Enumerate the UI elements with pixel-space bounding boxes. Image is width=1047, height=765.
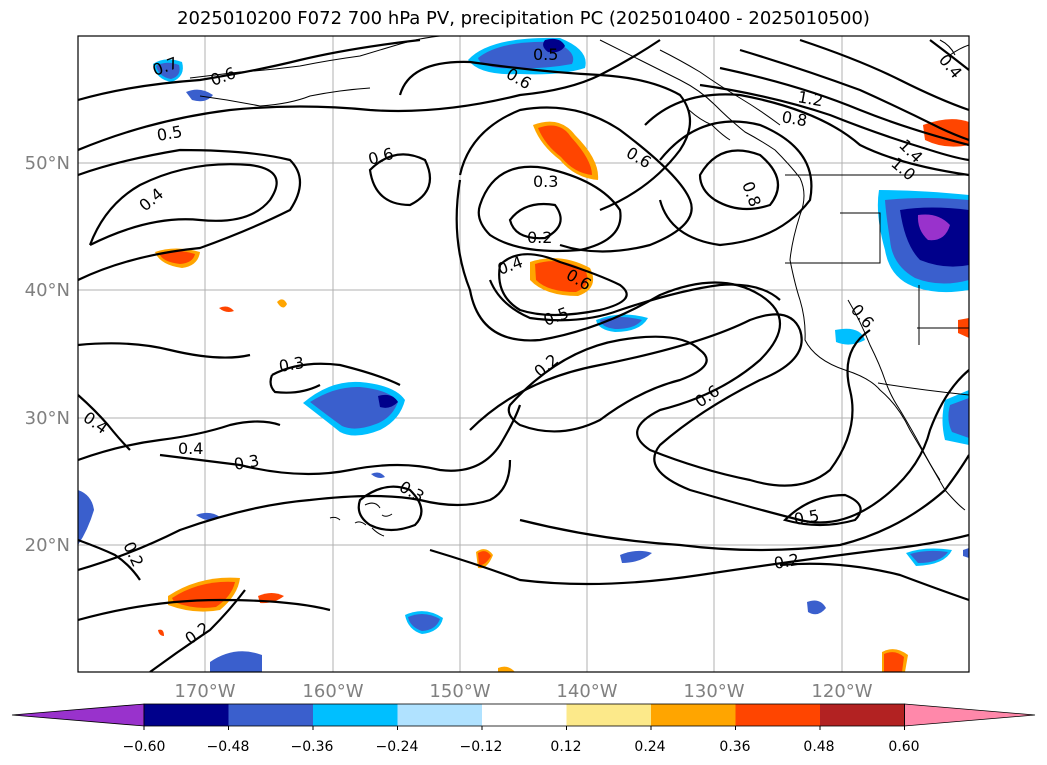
contour-label: 0.3: [232, 451, 260, 474]
lon-label: 130°W: [683, 681, 744, 702]
contour-label: 0.3: [533, 172, 558, 191]
colorbar-tick-labels: −0.60 −0.48 −0.36 −0.24 −0.12 0.12 0.24 …: [123, 739, 920, 755]
contour-label: 1.2: [796, 87, 824, 110]
lon-label: 120°W: [811, 681, 872, 702]
colorbar-segment: [482, 704, 567, 726]
colorbar-extend-low: [11, 703, 145, 727]
colorbar: [11, 703, 1036, 730]
colorbar-tick-label: −0.48: [207, 739, 250, 755]
lon-label: 170°W: [174, 681, 235, 702]
contour-label: 0.5: [533, 45, 558, 64]
lat-label: 50°N: [25, 153, 70, 174]
colorbar-tick-label: 0.36: [719, 739, 750, 755]
colorbar-tick-label: −0.36: [291, 739, 334, 755]
contour-label: 0.8: [780, 107, 808, 130]
contour-label: 0.3: [277, 353, 305, 376]
lon-label: 150°W: [429, 681, 490, 702]
colorbar-segment: [651, 704, 736, 726]
colorbar-segment: [820, 704, 905, 726]
colorbar-segment: [566, 704, 652, 726]
pv-contours: [78, 38, 969, 672]
contour-label: 0.2: [527, 228, 552, 247]
lat-label: 40°N: [25, 280, 70, 301]
contour-label: 0.5: [155, 122, 183, 145]
gridlines: [78, 36, 969, 672]
map-frame: [77, 35, 970, 673]
lat-label: 20°N: [25, 535, 70, 556]
colorbar-segment: [397, 704, 483, 726]
lat-labels: 50°N 40°N 30°N 20°N: [25, 153, 70, 556]
lon-label: 140°W: [556, 681, 617, 702]
colorbar-tick-label: −0.60: [123, 739, 166, 755]
lon-labels: 170°W 160°W 150°W 140°W 130°W 120°W: [174, 681, 872, 702]
contour-label: 0.4: [178, 439, 203, 458]
contour-label: 0.5: [792, 506, 820, 529]
contour-label: 0.2: [772, 550, 800, 573]
map-area: [78, 36, 969, 672]
precip-shading: [78, 37, 969, 672]
colorbar-tick-label: 0.60: [888, 739, 919, 755]
colorbar-segment: [228, 704, 314, 726]
lat-label: 30°N: [25, 408, 70, 429]
colorbar-extend-high: [904, 703, 1036, 727]
colorbar-tick-label: 0.48: [803, 739, 834, 755]
colorbar-segment: [144, 704, 229, 726]
colorbar-tick-label: 0.24: [634, 739, 665, 755]
colorbar-tick-label: 0.12: [550, 739, 581, 755]
map-title: 2025010200 F072 700 hPa PV, precipitatio…: [177, 8, 870, 29]
colorbar-segment: [313, 704, 398, 726]
colorbar-tick-label: −0.24: [376, 739, 419, 755]
lon-label: 160°W: [302, 681, 363, 702]
colorbar-tick-label: −0.12: [460, 739, 503, 755]
colorbar-segment: [735, 704, 821, 726]
colorbar-frame: [143, 703, 905, 727]
